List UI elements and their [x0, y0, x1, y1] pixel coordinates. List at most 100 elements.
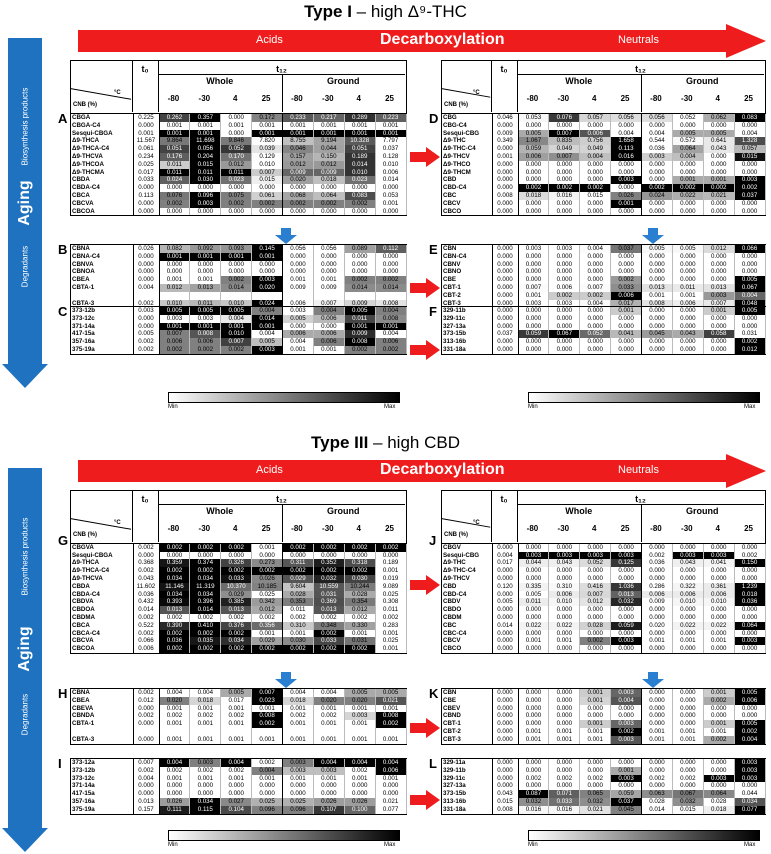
cell-value: 0.369 [313, 598, 345, 607]
cell-value: 0.011 [375, 606, 407, 614]
cell-value: 0.002 [375, 543, 407, 552]
cell-value: 9.194 [313, 137, 345, 146]
cell-value: 0.018 [282, 696, 314, 705]
cell-value: 0.322 [672, 582, 704, 591]
cell-value: 0.000 [548, 207, 581, 216]
cell-value: 0.000 [548, 252, 581, 261]
cell-value: 0.001 [313, 345, 345, 354]
compound-name: 357-16a [71, 338, 134, 346]
decarboxylation-arrow-1 [78, 24, 766, 58]
header-divider [517, 490, 518, 542]
cell-value: 0.002 [159, 629, 191, 638]
cell-value: 0.003 [610, 689, 642, 697]
cell-value: 0.002 [159, 712, 191, 721]
cell-value: 0.000 [518, 567, 550, 575]
cell-value: 0.029 [251, 637, 283, 646]
cell-value: 0.004 [313, 307, 345, 315]
cell-value: 0.032 [579, 797, 612, 806]
table-row: Δ9-THC 0.349 1.067 0.835 0.756 1.658 0.544 0.57… [442, 137, 766, 146]
cell-value: 0.000 [282, 260, 314, 269]
cell-value: 0.002 [344, 345, 376, 354]
cell-value: 0.021 [579, 805, 612, 814]
compound-name: 331-18a [442, 345, 493, 354]
cell-value: 0.000 [518, 314, 550, 323]
compound-name: 375-19a [71, 805, 134, 814]
cell-value: 0.000 [641, 712, 673, 721]
cell-value: 0.000 [133, 184, 160, 192]
cell-value: 0.001 [375, 704, 407, 713]
cell-value: 0.000 [282, 551, 314, 560]
cell-value: 0.000 [189, 551, 222, 560]
compound-name: CBT-3 [442, 735, 493, 744]
cell-value: 0.000 [579, 307, 612, 315]
cell-value: 0.045 [641, 330, 673, 339]
cell-value: 0.002 [189, 613, 222, 622]
cell-value: 0.000 [159, 790, 191, 798]
cell-value: 0.000 [734, 606, 766, 614]
header-divider [158, 490, 159, 542]
cell-value: 0.031 [734, 330, 766, 339]
cell-value: 0.000 [518, 574, 550, 583]
cell-value: 0.001 [251, 543, 283, 552]
cell-value: 0.002 [313, 712, 345, 721]
cell-value: 0.000 [492, 735, 519, 744]
cell-value: 0.000 [610, 782, 642, 791]
table-row: CBGA-C4 0.000 0.001 0.001 0.001 0.001 0.001 0.0… [71, 121, 407, 130]
cell-value: 0.000 [220, 260, 253, 269]
cell-value: 0.020 [641, 621, 673, 630]
cell-value: 0.000 [579, 782, 612, 791]
cell-value: 0.006 [375, 338, 407, 346]
cell-value: 0.032 [672, 797, 704, 806]
cell-value: 0.051 [344, 145, 376, 153]
panel-E: CBN 0.000 0.003 0.003 0.004 0.037 0.005 0.005 0.… [441, 244, 766, 309]
cell-value: 0.000 [344, 790, 376, 798]
cell-value: 0.000 [672, 720, 704, 728]
temp-header: -30 [322, 94, 334, 103]
cell-value: 10.185 [251, 582, 283, 591]
cell-value: 0.001 [641, 727, 673, 736]
cell-value: 0.005 [220, 689, 253, 697]
cell-value: 0.000 [548, 268, 581, 277]
cell-value: 0.001 [220, 720, 253, 728]
cell-value: 0.003 [641, 152, 673, 161]
cell-value: 0.234 [133, 152, 160, 161]
compound-name: CBD-C4 [442, 590, 493, 599]
cell-value: 0.176 [159, 152, 191, 161]
cell-value: 7.820 [251, 137, 283, 146]
cell-value: 1.328 [734, 137, 766, 146]
cell-value: 0.014 [375, 176, 407, 185]
cell-value: 0.001 [313, 121, 345, 130]
cell-value: 0.000 [492, 184, 519, 192]
cell-value: 0.001 [133, 129, 160, 138]
cell-value: 0.000 [579, 322, 612, 331]
cell-value: 0.000 [375, 268, 407, 277]
colorbar-min-label: Min [528, 842, 538, 848]
panel-letter-C: C [58, 304, 68, 319]
table-row: Δ9-THCA-C4 0.002 0.002 0.002 0.002 0.002 0.002… [71, 567, 407, 575]
cell-value: 0.002 [220, 712, 253, 721]
compound-name: CBEVA [71, 704, 134, 713]
cell-value: 0.001 [313, 774, 345, 783]
compound-name: CBN [442, 245, 493, 253]
cell-value: 0.001 [189, 735, 222, 744]
cell-value: 0.000 [189, 268, 222, 277]
header-divider [491, 490, 492, 542]
cell-value: 0.000 [641, 720, 673, 728]
cell-value: 0.008 [189, 330, 222, 339]
cell-value: 0.001 [344, 121, 376, 130]
cell-value: 1.239 [734, 582, 766, 591]
cell-value: 0.000 [133, 322, 160, 331]
cell-value: 0.043 [548, 559, 581, 568]
panel-I: 373-12a 0.007 0.004 0.003 0.004 0.002 0.003 0.0… [70, 758, 407, 815]
cell-value: 0.000 [579, 766, 612, 775]
cell-value: 0.006 [548, 590, 581, 599]
cell-value: 0.000 [548, 712, 581, 721]
cell-value: 0.007 [159, 330, 191, 339]
blue-down-arrow-icon [642, 672, 664, 688]
table-row: CBC 0.008 0.018 0.016 0.015 0.026 0.024 0.022 0.… [442, 191, 766, 200]
cell-value: 0.052 [579, 330, 612, 339]
cell-value: 0.000 [133, 268, 160, 277]
cell-value: 0.002 [672, 184, 704, 192]
cell-value: 0.002 [518, 184, 550, 192]
header-divider [640, 504, 642, 542]
